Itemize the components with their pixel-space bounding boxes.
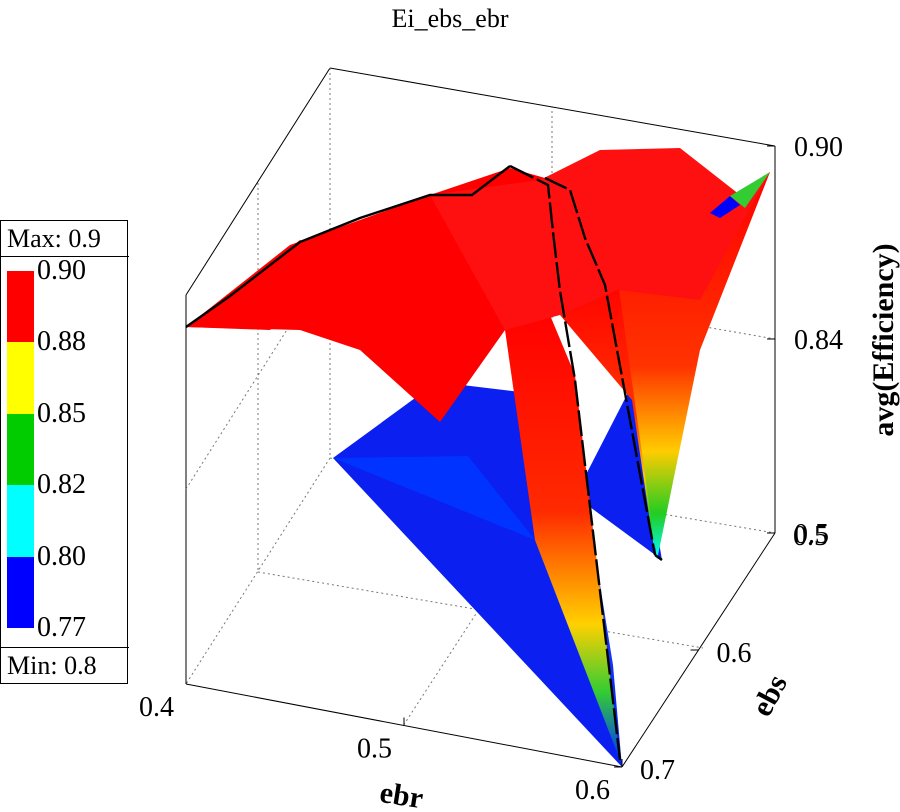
- legend-color-swatch: [7, 485, 34, 557]
- legend-color-swatch: [7, 413, 34, 486]
- surface-bottom-face-2: [333, 456, 535, 540]
- legend-color-swatch: [7, 271, 34, 343]
- efficiency-axis-label: avg(Efficiency): [867, 243, 900, 436]
- surface-small-blue: [710, 196, 740, 218]
- color-legend: Max: 0.9 0.90 0.88 0.85 0.82 0.80 0.77 Min: 0…: [0, 220, 129, 684]
- legend-level-label: 0.82: [37, 469, 86, 501]
- ebr-tick-label: 0.5: [357, 734, 392, 765]
- surface-top-band-3: [186, 240, 360, 330]
- ebr-tick-label: 0.6: [575, 775, 610, 806]
- legend-level-label: 0.85: [37, 397, 86, 429]
- efficiency-tick-label: 0.5: [794, 519, 829, 550]
- ebs-axis-label: ebs: [745, 669, 794, 721]
- surface-small-green: [730, 172, 770, 208]
- legend-max-label: Max: 0.9: [1, 221, 129, 257]
- chart-title: Ei_ebs_ebr: [391, 4, 509, 33]
- efficiency-tick-label: 0.90: [794, 132, 843, 163]
- legend-level-label: 0.77: [37, 612, 86, 643]
- surface-back-blue: [575, 385, 662, 560]
- ebr-axis-label: ebr: [378, 776, 426, 812]
- surface-top-band-2: [430, 148, 770, 330]
- surface-slope-front: [505, 308, 620, 760]
- ebr-tick-label: 0.4: [139, 692, 174, 723]
- legend-level-label: 0.90: [37, 255, 86, 286]
- legend-color-swatch: [7, 342, 34, 414]
- legend-color-swatch: [7, 556, 34, 628]
- legend-level-label: 0.88: [37, 326, 86, 358]
- legend-level-label: 0.80: [37, 540, 86, 572]
- ebs-tick-label: 0.5: [793, 521, 828, 552]
- legend-min-label: Min: 0.8: [1, 647, 129, 683]
- surface-faces: [186, 148, 770, 767]
- ebs-tick-label: 0.7: [640, 755, 675, 786]
- surface-edge-lines: [185, 164, 663, 761]
- ebs-tick-label: 0.6: [717, 638, 752, 669]
- efficiency-tick-label: 0.84: [794, 325, 843, 356]
